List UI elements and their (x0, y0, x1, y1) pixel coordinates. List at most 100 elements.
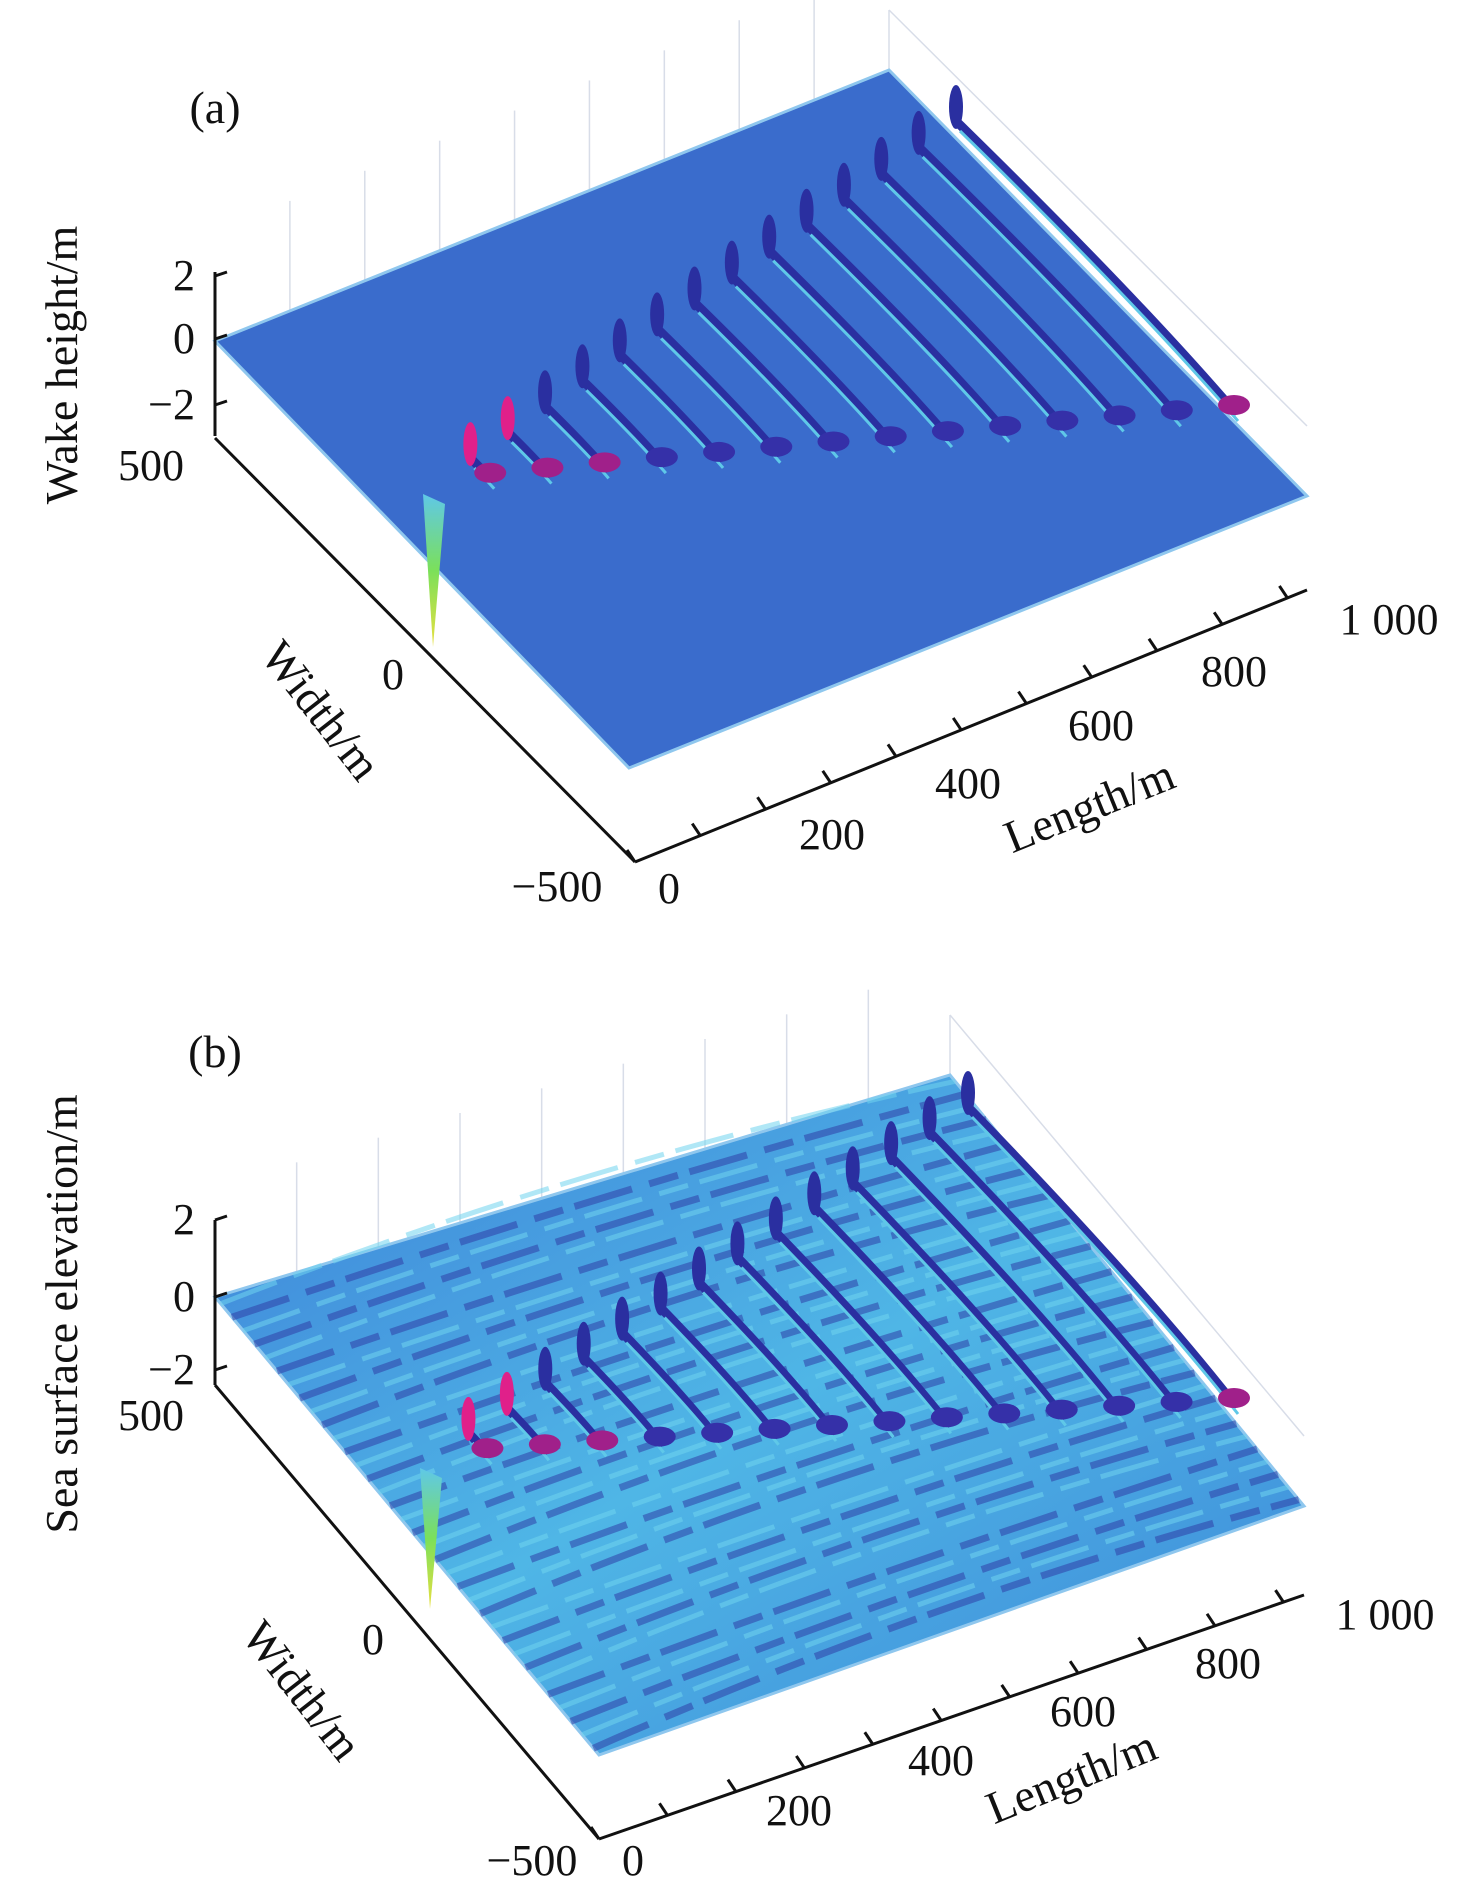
sea-wave-crest (423, 1307, 1144, 1549)
wake-crest (963, 1102, 1239, 1409)
wake-crest-highlight (970, 1115, 1240, 1415)
divergent-wave-peak (531, 457, 564, 478)
sea-wave-crest (355, 1231, 1081, 1468)
sea-wave-crest (456, 1344, 1175, 1590)
length-axis-label: Length/m (997, 748, 1182, 862)
divergent-wave-peak (922, 1096, 937, 1141)
length-axis (634, 588, 1308, 864)
divergent-wave-peak (836, 162, 851, 207)
wake-trough (420, 1468, 442, 1609)
wake-crest (886, 1152, 1124, 1417)
sea-wave-crest (253, 1115, 988, 1348)
length-tick-label: 0 (622, 1836, 644, 1882)
wake-crest (809, 1202, 1009, 1424)
z-tick (214, 333, 228, 341)
sea-wave-crest (501, 1394, 1217, 1644)
wake-crest-highlight (884, 181, 1125, 433)
sea-wave-crest (332, 1205, 1060, 1441)
length-tick (1137, 1636, 1148, 1651)
sea-wave-crest (366, 1242, 1092, 1483)
length-tick (1068, 1660, 1080, 1675)
length-tick (658, 1802, 669, 1817)
divergent-wave-peak (961, 1071, 975, 1115)
divergent-wave-peak (1160, 1391, 1193, 1412)
divergent-wave-peak (703, 441, 736, 462)
divergent-wave-peak (949, 85, 963, 129)
divergent-wave-peak (1045, 1399, 1078, 1420)
length-tick (1205, 1612, 1217, 1627)
divergent-wave-peak (653, 1271, 668, 1316)
length-tick (931, 1707, 943, 1722)
width-axis-label: Width/m (251, 631, 391, 790)
wake-crest (951, 116, 1239, 416)
divergent-wave-peak (588, 452, 621, 473)
divergent-wave-peak (1160, 400, 1193, 421)
length-tick (1278, 585, 1289, 599)
length-tick (951, 717, 963, 731)
wake-crest-highlight (958, 129, 1240, 422)
wake-crest-highlight (817, 1216, 1010, 1431)
sea-wave-crest (230, 1090, 967, 1321)
divergent-wave-peak (575, 344, 590, 389)
length-tick (795, 1755, 806, 1769)
length-tick (1274, 1589, 1285, 1603)
divergent-wave-peak (1218, 395, 1250, 415)
wake-crest-highlight (548, 1391, 608, 1458)
wake-crest-highlight (548, 415, 610, 480)
divergent-wave-peak (799, 188, 814, 233)
wake-crest-highlight (846, 207, 1068, 438)
wake-crest (690, 298, 838, 452)
sea-wave-crest (479, 1369, 1196, 1617)
wake-crest (914, 142, 1182, 421)
length-tick (863, 1731, 875, 1746)
divergent-wave-peak (817, 431, 850, 452)
sea-wave-crest (445, 1332, 1165, 1576)
divergent-wave-peak (930, 1407, 963, 1428)
wake-crest (802, 220, 1010, 437)
divergent-wave-peak (873, 1411, 906, 1432)
panel-label: (b) (188, 1026, 242, 1077)
width-tick-label: −500 (512, 862, 603, 911)
length-tick (589, 1826, 601, 1840)
surface (212, 68, 1310, 770)
divergent-wave-peak (692, 1246, 706, 1291)
sea-wave-crest (388, 1268, 1113, 1510)
sea-wave-crest (377, 1256, 1102, 1495)
wake-trough (423, 494, 445, 647)
divergent-wave-peak (1218, 1388, 1250, 1408)
length-tick-label: 800 (1195, 1639, 1261, 1688)
length-tick-label: 400 (935, 759, 1001, 808)
sea-wave-crest (524, 1420, 1238, 1671)
sea-wave-crest (411, 1293, 1134, 1537)
wake-crest-highlight (921, 155, 1182, 428)
wake-crest (732, 1252, 894, 1432)
divergent-wave-peak (988, 1403, 1021, 1424)
z-tick-label: −2 (148, 380, 195, 429)
length-tick (726, 1778, 738, 1793)
sea-wave-crest (343, 1217, 1071, 1456)
sea-wave-crest (321, 1192, 1050, 1429)
divergent-wave-peak (474, 462, 507, 483)
wake-crest (839, 194, 1067, 432)
divergent-wave-peak (724, 240, 739, 285)
length-tick (625, 849, 637, 863)
sea-wave-crest (468, 1357, 1185, 1603)
divergent-wave-peak (730, 1221, 745, 1266)
sea-wave-crest (558, 1459, 1269, 1711)
sea-wave-crest (400, 1281, 1123, 1522)
z-axis-label: Sea surface elevation/m (36, 1094, 87, 1534)
length-tick-label: 600 (1068, 701, 1134, 750)
wake-crest (848, 1177, 1067, 1421)
divergent-wave-peak (807, 1171, 822, 1216)
length-tick (1147, 637, 1159, 652)
z-tick (214, 270, 228, 278)
divergent-wave-peak (471, 1438, 504, 1459)
sea-wave-crest (513, 1408, 1227, 1657)
wake-crest (764, 246, 953, 442)
wake-crest (727, 272, 896, 447)
wake-crest (694, 1278, 837, 1436)
length-tick-label: 1 000 (1340, 595, 1439, 644)
divergent-wave-peak (762, 214, 777, 259)
sea-wave-crest (242, 1104, 977, 1334)
